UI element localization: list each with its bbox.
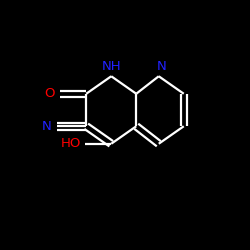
Text: N: N [156, 60, 166, 73]
Text: NH: NH [102, 60, 121, 73]
Text: N: N [42, 120, 51, 133]
Text: HO: HO [61, 137, 82, 150]
Text: O: O [45, 87, 55, 100]
